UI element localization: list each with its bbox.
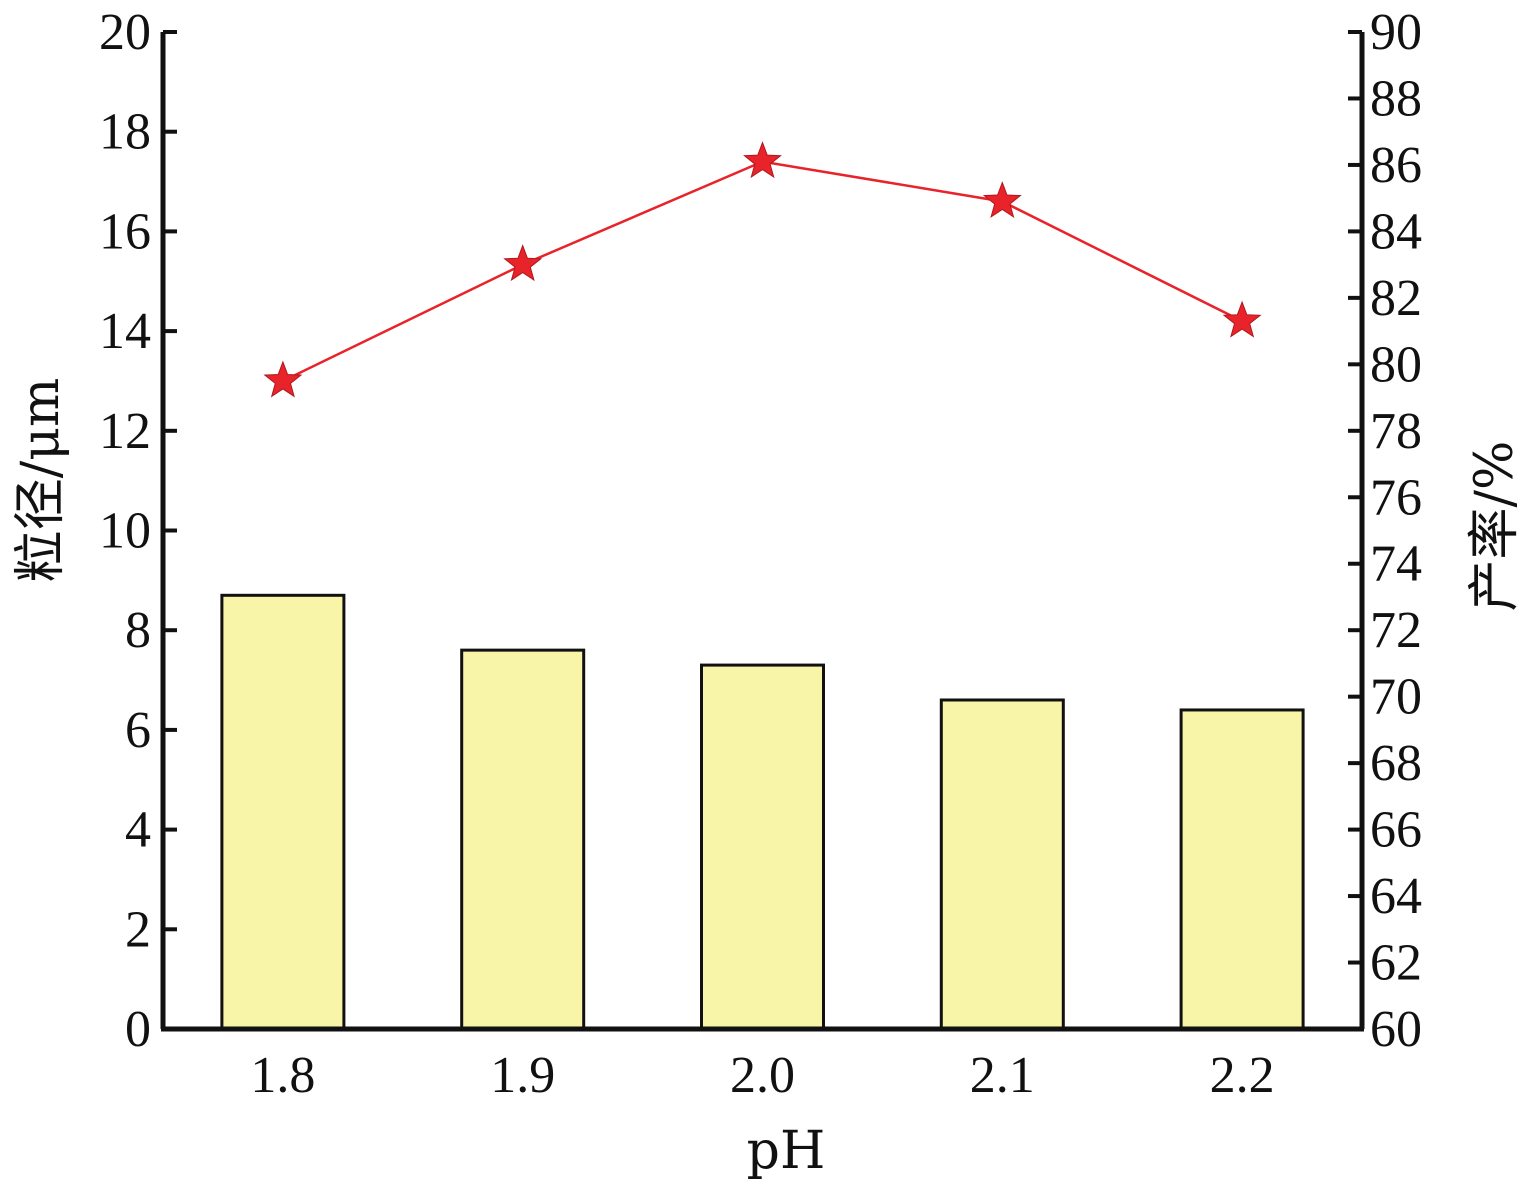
right-tick-label: 86 [1370,137,1422,194]
right-tick-label: 66 [1370,802,1422,859]
bar-2.2 [1179,708,1305,1031]
bars-layer [220,593,1305,1031]
left-tick-label: 18 [99,104,151,161]
left-tick-label: 4 [125,802,151,859]
x-tick-label: 2.1 [970,1047,1035,1104]
right-tick-label: 72 [1370,602,1422,659]
left-axis-title: 粒径/μm [11,378,71,583]
yield-point-2.0 [743,141,782,179]
right-tick-label: 76 [1370,469,1422,526]
line-layer [263,141,1262,398]
yield-point-1.9 [503,244,543,282]
right-tick-label: 78 [1370,403,1422,460]
left-tick-label: 2 [125,901,151,958]
yield-line [282,160,1243,383]
right-tick-label: 60 [1370,1001,1422,1058]
right-axis-title: 产率/% [1465,441,1525,612]
x-tick-label: 1.9 [490,1047,555,1104]
right-tick-label: 82 [1370,270,1422,327]
x-tick-label: 2.0 [730,1047,795,1104]
ticks-layer: 0246810121416182060626466687072747678808… [99,4,1422,1104]
right-tick-label: 64 [1370,868,1422,925]
right-tick-label: 80 [1370,336,1422,393]
left-tick-label: 12 [99,403,151,460]
right-tick-label: 74 [1370,536,1422,593]
left-tick-label: 20 [99,4,151,61]
right-tick-label: 90 [1370,4,1422,61]
right-tick-label: 68 [1370,735,1422,792]
bar-2.1 [939,698,1065,1031]
x-axis-title: pH [747,1121,826,1181]
left-tick-label: 0 [125,1001,151,1058]
yield-point-2.2 [1222,300,1262,338]
bar-2.0 [700,663,825,1031]
yield-point-2.1 [982,181,1022,219]
left-tick-label: 6 [125,702,151,759]
right-tick-label: 62 [1370,935,1422,992]
x-tick-label: 1.8 [250,1047,315,1104]
x-tick-label: 2.2 [1210,1047,1275,1104]
left-tick-label: 10 [99,503,151,560]
bar-1.9 [460,648,586,1031]
right-tick-label: 70 [1370,669,1422,726]
left-tick-label: 8 [125,602,151,659]
right-tick-label: 84 [1370,203,1422,260]
right-tick-label: 88 [1370,70,1422,127]
yield-point-1.8 [263,360,303,398]
bar-1.8 [220,593,346,1031]
left-tick-label: 14 [99,303,151,360]
left-tick-label: 16 [99,203,151,260]
